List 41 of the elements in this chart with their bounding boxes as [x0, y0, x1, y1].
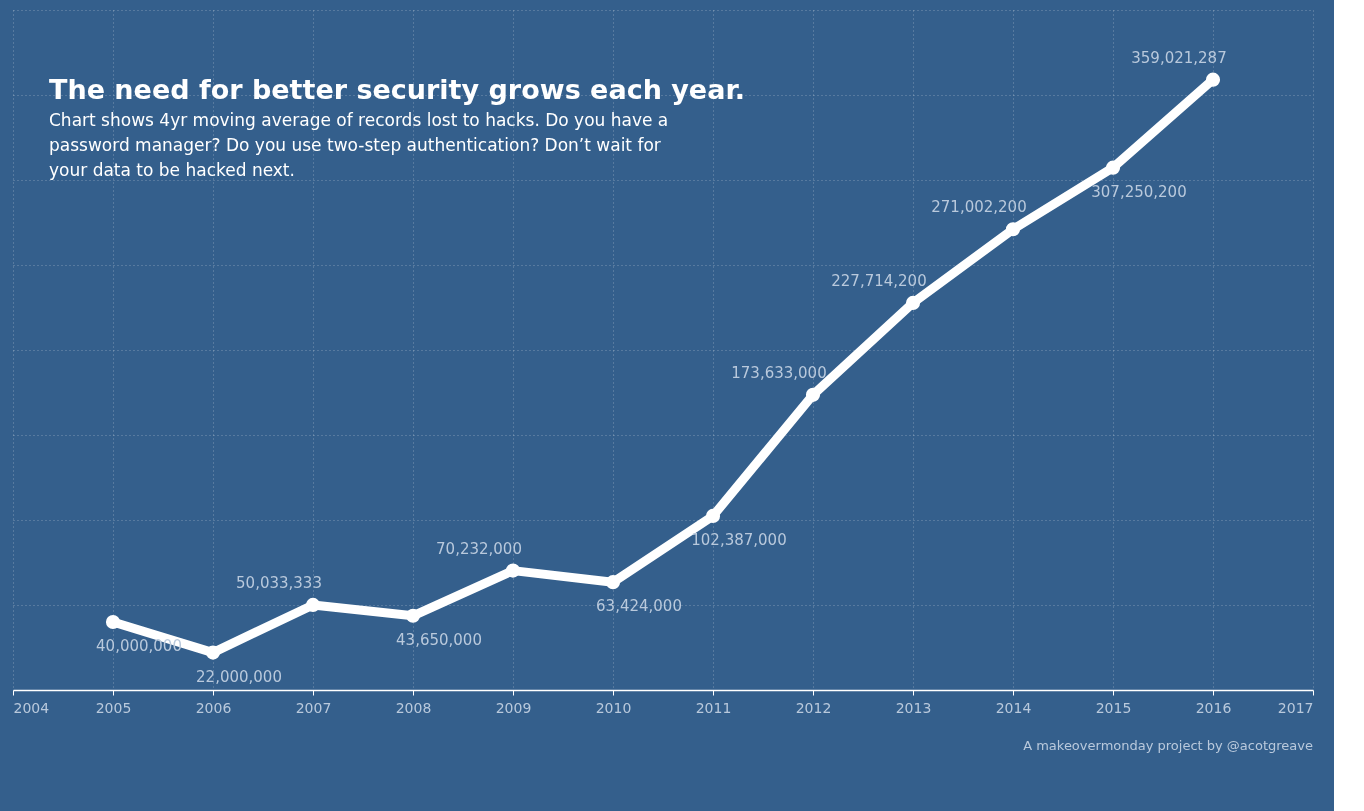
data-label: 227,714,200 [831, 271, 927, 290]
point [1105, 160, 1121, 175]
text: Chart shows 4yr moving average of records lost to hacks. Do you have a password manager? Do you use two-step authentication? Don’t wait for your data to be hacked next. [49, 110, 669, 180]
x-tick-label: 2011 [695, 699, 732, 716]
point [205, 645, 221, 660]
chart-title: The need for better security grows each year. [49, 74, 746, 105]
data-label: 63,424,000 [596, 597, 682, 616]
text: A makeovermonday project by @acotgreave [1023, 738, 1313, 753]
x-tick-label: 2004 [13, 699, 50, 716]
data-label: 102,387,000 [691, 530, 787, 549]
point [1205, 72, 1221, 87]
data-label: 173,633,000 [731, 363, 827, 382]
x-tick-label: 2013 [895, 699, 932, 716]
x-tick-label: 2014 [995, 699, 1032, 716]
x-tick-label: 2017 [1277, 699, 1314, 716]
data-label: 43,650,000 [396, 630, 482, 649]
data-label: 40,000,000 [96, 637, 182, 655]
x-tick-label: 2010 [595, 699, 632, 716]
x-tick-label: 2009 [495, 699, 532, 716]
data-label: 271,002,200 [931, 198, 1027, 217]
x-tick-label: 2006 [195, 699, 232, 716]
x-tick-label: 2008 [395, 699, 432, 716]
point [505, 563, 521, 578]
data-label: 70,232,000 [436, 539, 522, 558]
point [405, 608, 421, 623]
data-label: 359,021,287 [1131, 48, 1227, 67]
x-tick-label: 2007 [295, 699, 332, 716]
point [1005, 222, 1021, 237]
data-label: 50,033,333 [236, 573, 322, 592]
x-tick-label: 2005 [95, 699, 132, 716]
point [305, 597, 321, 612]
point [605, 575, 621, 590]
x-tick-label: 2012 [795, 699, 832, 716]
data-label: 307,250,200 [1091, 182, 1187, 201]
point [905, 295, 921, 310]
data-label: 22,000,000 [196, 667, 282, 686]
point [105, 614, 121, 630]
point [805, 387, 821, 402]
x-tick-label: 2016 [1195, 699, 1232, 716]
x-tick-label: 2015 [1095, 699, 1132, 716]
point [705, 508, 721, 523]
